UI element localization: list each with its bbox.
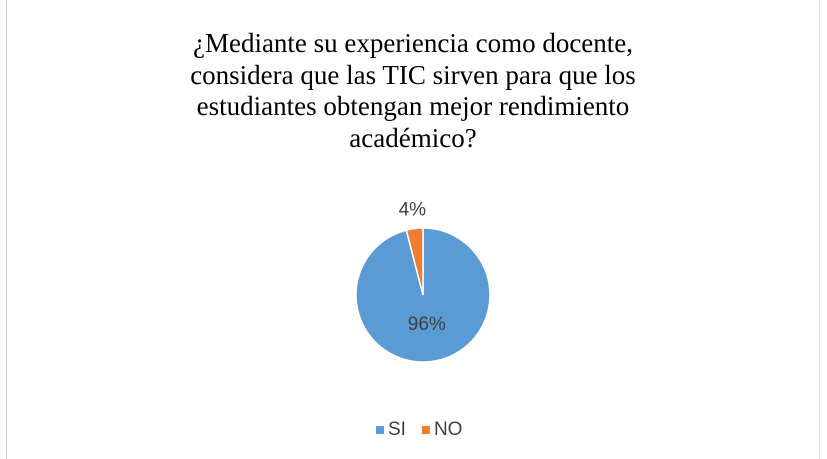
legend-swatch <box>376 426 384 434</box>
legend-label: SI <box>388 419 406 440</box>
data-label: 96% <box>408 314 446 335</box>
data-label: 4% <box>399 200 427 221</box>
legend-label: NO <box>434 419 463 440</box>
pie-slice <box>405 227 424 296</box>
chart-title: ¿Mediante su experiencia como docente, c… <box>190 28 636 153</box>
legend-swatch <box>421 426 430 434</box>
